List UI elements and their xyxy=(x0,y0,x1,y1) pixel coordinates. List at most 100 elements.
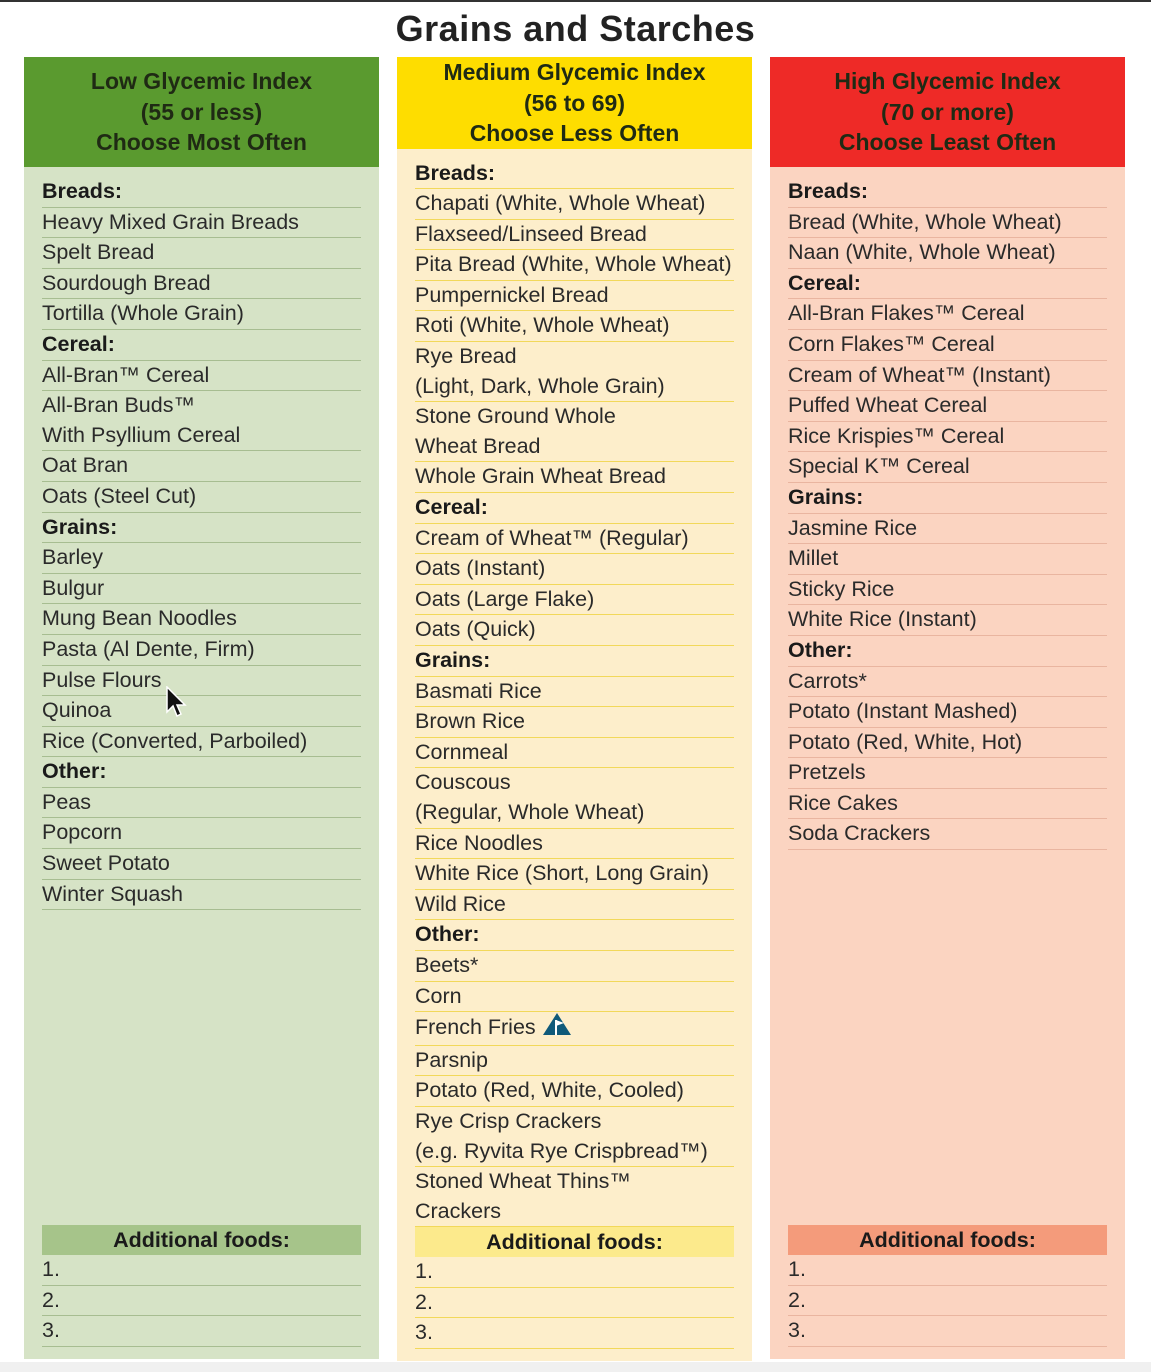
warning-flag-icon xyxy=(542,1012,572,1045)
food-item: Puffed Wheat Cereal xyxy=(788,391,1107,422)
additional-food-entry[interactable]: 2. xyxy=(42,1286,361,1317)
food-item: Pasta (Al Dente, Firm) xyxy=(42,635,361,666)
food-item: Flaxseed/Linseed Bread xyxy=(415,220,734,251)
food-item: Whole Grain Wheat Bread xyxy=(415,462,734,494)
food-item-line: Naan (White, Whole Wheat) xyxy=(788,240,1056,265)
food-item-line: Potato (Red, White, Cooled) xyxy=(415,1078,684,1103)
food-item: Oats (Instant) xyxy=(415,554,734,585)
food-item-line: Sweet Potato xyxy=(42,851,170,876)
food-item-line: Basmati Rice xyxy=(415,678,542,703)
food-item-line: Carrots* xyxy=(788,668,867,693)
food-item-line: Bread (White, Whole Wheat) xyxy=(788,209,1062,234)
food-item: Basmati Rice xyxy=(415,677,734,708)
category-heading: Other: xyxy=(42,757,361,788)
food-item-line: Brown Rice xyxy=(415,709,525,734)
food-item: Sweet Potato xyxy=(42,849,361,880)
food-item: Rye Crisp Crackers (e.g. Ryvita Rye Crisp… xyxy=(415,1107,734,1168)
food-item: Barley xyxy=(42,543,361,574)
food-item: Chapati (White, Whole Wheat) xyxy=(415,189,734,220)
food-item-line: Spelt Bread xyxy=(42,240,155,265)
low-gi-column: Low Glycemic Index (55 or less) Choose Mos… xyxy=(24,57,379,1359)
food-item-line: Soda Crackers xyxy=(788,821,931,846)
food-item-line: Rye Bread xyxy=(415,344,517,369)
food-item: Potato (Instant Mashed) xyxy=(788,697,1107,728)
food-item: Quinoa xyxy=(42,696,361,727)
food-item-line: Special K™ Cereal xyxy=(788,454,970,479)
food-item: Pumpernickel Bread xyxy=(415,281,734,312)
food-item-line: Corn xyxy=(415,983,462,1008)
food-item: Sticky Rice xyxy=(788,575,1107,606)
food-item-line: Rice Cakes xyxy=(788,790,898,815)
medium-gi-column: Medium Glycemic Index (56 to 69) Choose Le… xyxy=(397,57,752,1362)
food-item: Tortilla (Whole Grain) xyxy=(42,299,361,330)
food-item: Rice Noodles xyxy=(415,829,734,860)
food-item-line: Mung Bean Noodles xyxy=(42,606,237,631)
food-item: Wild Rice xyxy=(415,890,734,921)
food-item: Millet xyxy=(788,544,1107,575)
food-item-line: Potato (Red, White, Hot) xyxy=(788,729,1023,754)
food-item: Pita Bread (White, Whole Wheat) xyxy=(415,250,734,281)
column-header: Low Glycemic Index (55 or less) Choose Mos… xyxy=(24,57,379,167)
food-item-line: (e.g. Ryvita Rye Crispbread™) xyxy=(415,1138,708,1163)
food-item: Rice Krispies™ Cereal xyxy=(788,422,1107,453)
column-body: Breads: Bread (White, Whole Wheat) Naan (W… xyxy=(770,167,1125,1359)
food-item-line: Oats (Large Flake) xyxy=(415,586,595,611)
food-item: Corn Flakes™ Cereal xyxy=(788,330,1107,361)
header-line: High Glycemic Index xyxy=(834,68,1061,95)
food-item: Cream of Wheat™ (Instant) xyxy=(788,361,1107,392)
food-item-line: Winter Squash xyxy=(42,881,184,906)
food-item: Oat Bran xyxy=(42,451,361,482)
food-item: Soda Crackers xyxy=(788,819,1107,851)
food-item-line: Couscous xyxy=(415,770,511,795)
food-item-line: Oats (Instant) xyxy=(415,556,546,581)
additional-food-entry[interactable]: 1. xyxy=(42,1255,361,1286)
food-item: Carrots* xyxy=(788,667,1107,698)
food-item-line: Chapati (White, Whole Wheat) xyxy=(415,191,706,216)
food-item: Cream of Wheat™ (Regular) xyxy=(415,524,734,555)
category-heading: Breads: xyxy=(415,159,734,190)
food-item-line: Jasmine Rice xyxy=(788,515,918,540)
food-item: Spelt Bread xyxy=(42,238,361,269)
additional-food-entry[interactable]: 1. xyxy=(415,1257,734,1288)
food-item: Popcorn xyxy=(42,818,361,850)
category-heading: Cereal: xyxy=(415,493,734,524)
additional-foods-section: Additional foods: 1. 2. 3. xyxy=(788,1225,1107,1347)
food-item-line: White Rice (Instant) xyxy=(788,607,977,632)
category-heading: Grains: xyxy=(788,483,1107,514)
additional-foods-heading: Additional foods: xyxy=(42,1225,361,1256)
food-item: Roti (White, Whole Wheat) xyxy=(415,311,734,343)
food-item-line: Pumpernickel Bread xyxy=(415,282,609,307)
food-item: Bulgur xyxy=(42,574,361,605)
food-item: Sourdough Bread xyxy=(42,269,361,300)
food-item: White Rice (Short, Long Grain) xyxy=(415,859,734,890)
page-title: Grains and Starches xyxy=(395,8,756,49)
food-item: Potato (Red, White, Cooled) xyxy=(415,1076,734,1107)
food-item-line: Oats (Quick) xyxy=(415,617,536,642)
additional-food-entry[interactable]: 2. xyxy=(415,1288,734,1319)
food-item-line: Pulse Flours xyxy=(42,667,162,692)
additional-food-entry[interactable]: 2. xyxy=(788,1286,1107,1317)
food-item: Corn xyxy=(415,982,734,1013)
food-item: Jasmine Rice xyxy=(788,514,1107,545)
category-heading: Other: xyxy=(415,920,734,951)
food-item: Potato (Red, White, Hot) xyxy=(788,728,1107,759)
column-header: High Glycemic Index (70 or more) Choose Le… xyxy=(770,57,1125,167)
mouse-cursor-icon xyxy=(166,686,187,718)
food-item-line: Corn Flakes™ Cereal xyxy=(788,331,995,356)
food-item-line: Cream of Wheat™ (Instant) xyxy=(788,362,1051,387)
food-item-line: Heavy Mixed Grain Breads xyxy=(42,209,299,234)
food-item-text: French Fries xyxy=(415,1015,536,1040)
header-line: Choose Less Often xyxy=(469,120,680,146)
category-heading: Breads: xyxy=(788,177,1107,208)
food-item: Special K™ Cereal xyxy=(788,452,1107,483)
food-item: Pulse Flours xyxy=(42,666,361,697)
food-item: Rye Bread (Light, Dark, Whole Grain) xyxy=(415,342,734,403)
food-item-line: Tortilla (Whole Grain) xyxy=(42,301,244,326)
additional-food-entry[interactable]: 3. xyxy=(415,1318,734,1350)
food-item: Stoned Wheat Thins™ Crackers xyxy=(415,1167,734,1228)
additional-foods-section: Additional foods: 1. 2. 3. xyxy=(415,1227,734,1350)
additional-food-entry[interactable]: 3. xyxy=(788,1316,1107,1347)
header-line: (55 or less) xyxy=(140,98,263,125)
additional-food-entry[interactable]: 3. xyxy=(42,1316,361,1347)
additional-food-entry[interactable]: 1. xyxy=(788,1255,1107,1286)
